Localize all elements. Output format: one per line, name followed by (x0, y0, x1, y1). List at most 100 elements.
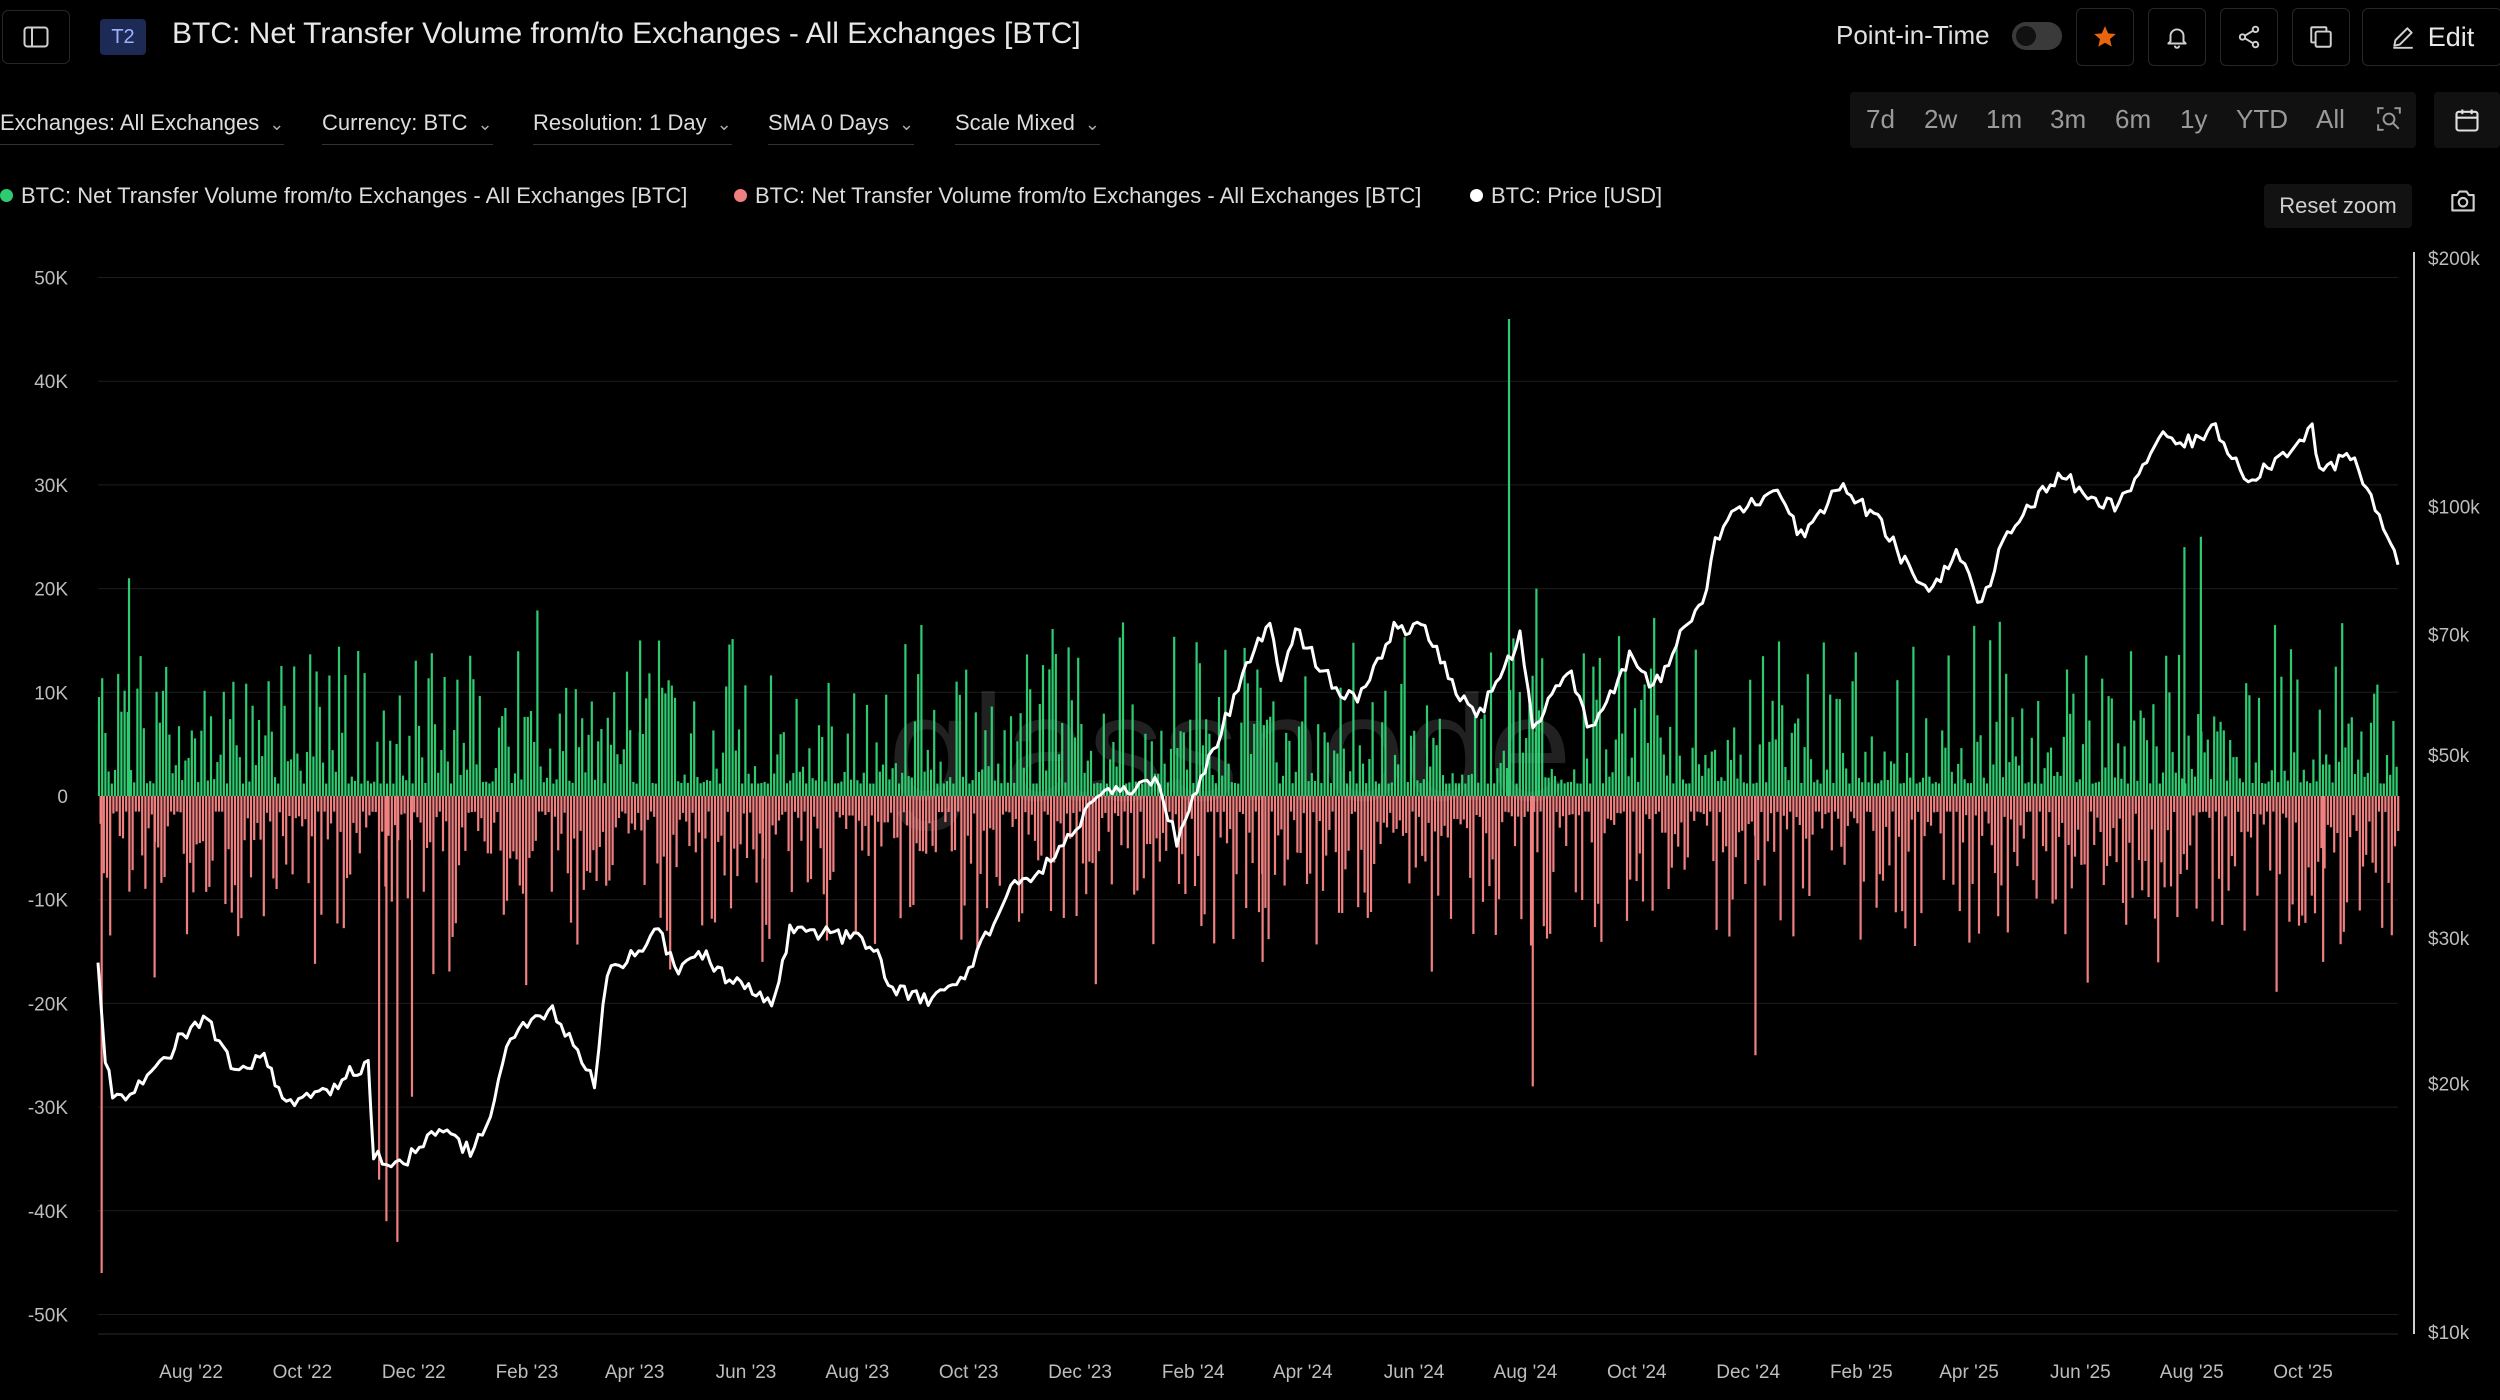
zoom-select-button[interactable] (2376, 106, 2402, 139)
sma-dropdown[interactable]: SMA 0 Days ⌄ (768, 110, 915, 145)
flow-bar (1787, 780, 1790, 796)
flow-bar (1222, 796, 1225, 812)
flow-bar (1707, 768, 1710, 796)
flow-bar (214, 796, 217, 812)
date-picker-button[interactable] (2434, 92, 2500, 148)
flow-bar (990, 706, 993, 796)
alert-button[interactable] (2148, 8, 2206, 66)
currency-dropdown[interactable]: Currency: BTC ⌄ (322, 110, 493, 145)
flow-bar (2190, 768, 2193, 796)
flow-bar (353, 780, 357, 796)
flow-bar (1265, 719, 1269, 796)
flow-bar (1113, 796, 1117, 814)
range-3m[interactable]: 3m (2050, 104, 2087, 134)
flow-bar (2101, 678, 2104, 796)
flow-bar (781, 796, 784, 815)
flow-bar (859, 783, 862, 796)
flow-bar (880, 796, 883, 847)
flow-bar (216, 762, 219, 796)
flow-bar (958, 694, 961, 796)
flow-bar (1945, 796, 1949, 812)
flow-bar (2173, 796, 2176, 813)
flow-bar (2102, 796, 2105, 885)
range-6m[interactable]: 6m (2115, 104, 2152, 134)
flow-bar (982, 796, 985, 831)
flow-bar (653, 796, 656, 817)
favorite-button[interactable] (2076, 8, 2134, 66)
flow-bar (155, 691, 158, 796)
edit-button[interactable]: Edit (2362, 8, 2500, 66)
flow-bar (1934, 782, 1937, 796)
flow-bar (2168, 692, 2171, 796)
scale-dropdown[interactable]: Scale Mixed ⌄ (955, 110, 1100, 145)
flow-bar (1093, 783, 1096, 796)
flow-bar (245, 683, 248, 796)
flow-bar (921, 796, 925, 852)
flow-bar (1229, 796, 1232, 830)
flow-bar (1176, 747, 1179, 796)
flow-bar (1878, 796, 1881, 875)
flow-bar (1782, 796, 1785, 816)
flow-bar (542, 782, 545, 796)
range-2w[interactable]: 2w (1924, 104, 1958, 134)
flow-bar (1521, 752, 1525, 796)
flow-bar (805, 783, 808, 796)
duplicate-button[interactable] (2292, 8, 2350, 66)
flow-bar (2203, 752, 2206, 796)
y-tick-label: -40K (28, 1202, 68, 1223)
flow-bar (517, 651, 520, 796)
flow-bar (504, 708, 507, 796)
flow-bar (1301, 721, 1304, 796)
flow-bar (526, 716, 529, 796)
flow-bar (341, 732, 344, 796)
flow-bar (1513, 796, 1517, 847)
range-all[interactable]: All (2316, 104, 2345, 134)
flow-bar (1387, 783, 1390, 796)
share-button[interactable] (2220, 8, 2278, 66)
flow-bar (886, 796, 889, 823)
legend-item-outflow[interactable]: BTC: Net Transfer Volume from/to Exchang… (734, 183, 1421, 209)
flow-bar (1296, 796, 1299, 853)
flow-bar (480, 796, 483, 819)
flow-bar (325, 783, 328, 796)
flow-bar (344, 675, 347, 796)
flow-bar (702, 782, 705, 796)
flow-bar (1739, 754, 1742, 796)
flow-bar (424, 782, 427, 796)
exchanges-dropdown[interactable]: Exchanges: All Exchanges ⌄ (0, 110, 285, 145)
flow-bar (1048, 669, 1051, 796)
flow-bar (1115, 766, 1118, 796)
flow-bar (1555, 796, 1558, 812)
flow-bar (269, 796, 272, 822)
flow-bar (536, 610, 539, 796)
x-tick-label: Dec '24 (1716, 1362, 1780, 1383)
flow-bar (1952, 796, 1955, 885)
legend-item-inflow[interactable]: BTC: Net Transfer Volume from/to Exchang… (0, 183, 687, 209)
flow-bar (265, 796, 269, 813)
sidebar-toggle-button[interactable] (2, 10, 70, 64)
reset-zoom-button[interactable]: Reset zoom (2264, 184, 2412, 228)
flow-bar (1749, 679, 1752, 796)
flow-bar (1517, 796, 1520, 817)
flow-bar (776, 754, 779, 796)
flow-bar (1424, 796, 1427, 862)
point-in-time-toggle[interactable] (2012, 22, 2062, 50)
flow-bar (1246, 683, 1249, 796)
screenshot-button[interactable] (2448, 188, 2478, 219)
range-ytd[interactable]: YTD (2236, 104, 2288, 134)
range-7d[interactable]: 7d (1866, 104, 1895, 134)
resolution-dropdown[interactable]: Resolution: 1 Day ⌄ (533, 110, 732, 145)
flow-bar (1790, 732, 1793, 796)
flow-bar (1397, 764, 1400, 796)
legend-item-price[interactable]: BTC: Price [USD] (1470, 183, 1662, 209)
flow-bar (1285, 732, 1288, 796)
flow-bar (139, 656, 142, 796)
flow-bar (845, 796, 848, 829)
flow-bar (1438, 718, 1441, 796)
flow-bar (1233, 782, 1237, 796)
range-1m[interactable]: 1m (1986, 104, 2023, 134)
flow-bar (1608, 776, 1611, 796)
flow-bar (2246, 796, 2249, 832)
range-1y[interactable]: 1y (2180, 104, 2208, 134)
